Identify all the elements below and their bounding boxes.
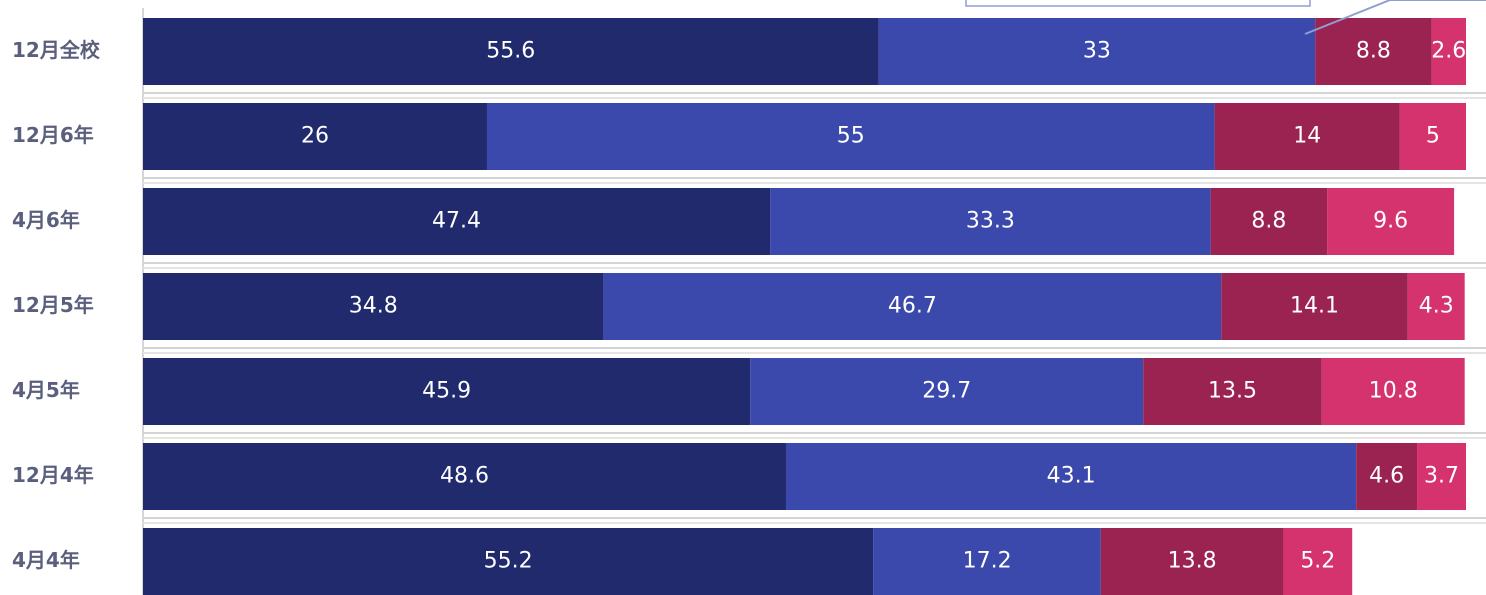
data-label: 9.6 xyxy=(1373,209,1408,234)
data-label: 17.2 xyxy=(963,549,1012,574)
bar-segment xyxy=(1327,188,1455,255)
bar-segment xyxy=(1221,273,1408,340)
bar-segment xyxy=(486,103,1215,170)
data-label: 14.1 xyxy=(1290,294,1339,319)
bar-segment xyxy=(873,528,1101,595)
data-label: 33 xyxy=(1083,39,1111,64)
data-label: 13.5 xyxy=(1208,379,1257,404)
data-label: 46.7 xyxy=(888,294,937,319)
bar-segment xyxy=(1283,528,1353,595)
bar-segment xyxy=(143,18,879,85)
data-label: 10.8 xyxy=(1369,379,1418,404)
data-label: 14 xyxy=(1293,124,1321,149)
bar-segment xyxy=(1431,18,1466,85)
data-label: 8.8 xyxy=(1356,39,1391,64)
bar-segment xyxy=(1100,528,1284,595)
data-label: 47.4 xyxy=(432,209,481,234)
data-label: 34.8 xyxy=(349,294,398,319)
data-label: 48.6 xyxy=(440,464,489,489)
data-label: 4.3 xyxy=(1419,294,1454,319)
bar-segment xyxy=(1399,103,1466,170)
category-label: 12月5年 xyxy=(12,293,94,317)
bar-segment xyxy=(1417,443,1466,510)
bar-segment xyxy=(1407,273,1465,340)
data-label: 33.3 xyxy=(966,209,1015,234)
data-label: 26 xyxy=(301,124,329,149)
data-label: 2.6 xyxy=(1431,39,1466,64)
data-label: 45.9 xyxy=(422,379,471,404)
bar-segment xyxy=(1210,188,1328,255)
bar-segment xyxy=(143,188,771,255)
category-label: 4月4年 xyxy=(12,548,80,572)
bar-segment xyxy=(750,358,1144,425)
bar-segment xyxy=(143,273,604,340)
bar-segment xyxy=(878,18,1316,85)
category-label: 12月6年 xyxy=(12,123,94,147)
bar-segment xyxy=(143,358,751,425)
data-label: 4.6 xyxy=(1369,464,1404,489)
bar-segment xyxy=(1214,103,1400,170)
data-label: 55 xyxy=(837,124,865,149)
data-label: 29.7 xyxy=(922,379,971,404)
bar-segment xyxy=(143,443,786,510)
data-label: 8.8 xyxy=(1251,209,1286,234)
bar-segment xyxy=(143,528,874,595)
bar-segment xyxy=(1356,443,1418,510)
bar-segment xyxy=(1315,18,1432,85)
bar-segment xyxy=(770,188,1211,255)
callout-box xyxy=(965,0,1311,7)
bar-segment xyxy=(143,103,487,170)
bar-segment xyxy=(1143,358,1322,425)
category-label: 4月5年 xyxy=(12,378,80,402)
data-label: 55.2 xyxy=(484,549,533,574)
category-label: 4月6年 xyxy=(12,208,80,232)
data-label: 5 xyxy=(1426,124,1440,149)
bar-segment xyxy=(1321,358,1465,425)
data-label: 55.6 xyxy=(486,39,535,64)
plot: 12月全校 55.6 33 8.8 2.6 12月6年 26 55 14 5 4月6年 47.4 33.… xyxy=(12,18,1486,595)
data-label: 13.8 xyxy=(1168,549,1217,574)
bar-segment xyxy=(785,443,1357,510)
data-label: 43.1 xyxy=(1047,464,1096,489)
category-label: 12月4年 xyxy=(12,463,94,487)
callout-pointer xyxy=(1304,0,1486,35)
data-label: 3.7 xyxy=(1424,464,1459,489)
category-label: 12月全校 xyxy=(12,38,101,62)
bar-segment xyxy=(603,273,1222,340)
data-label: 5.2 xyxy=(1300,549,1335,574)
